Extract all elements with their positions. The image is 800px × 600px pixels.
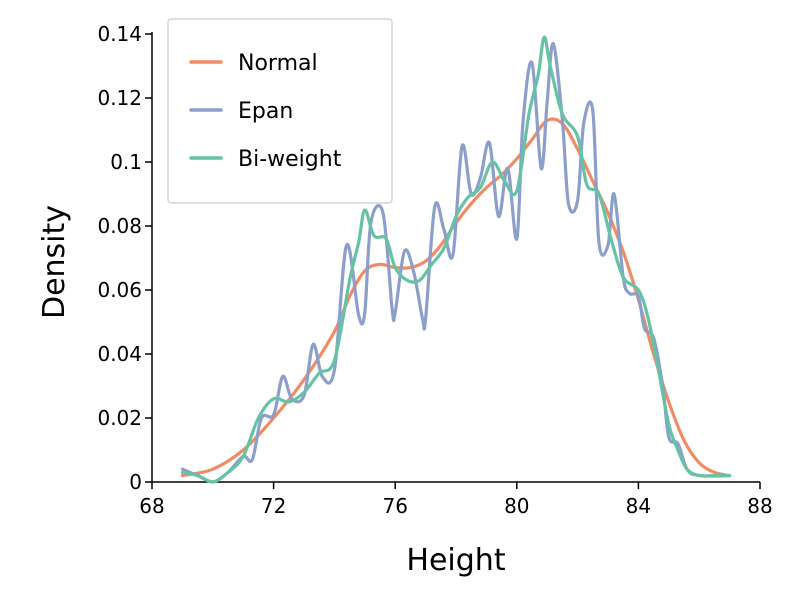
y-tick-label: 0 <box>129 470 142 494</box>
x-tick-label: 76 <box>382 494 407 518</box>
series-line-bi-weight <box>180 35 732 484</box>
y-tick-label: 0.02 <box>97 406 142 430</box>
y-tick-label: 0.06 <box>97 278 142 302</box>
y-tick-label: 0.08 <box>97 214 142 238</box>
y-axis-title: Density <box>37 205 72 319</box>
series-layer <box>180 35 732 484</box>
y-tick-label: 0.1 <box>110 150 142 174</box>
legend-label: Epan <box>238 99 293 124</box>
axes: 68 72 76 80 84 88 0 0.02 0.04 0.06 0.08 0.1 0.12 0.14 <box>97 22 772 518</box>
x-tick-label: 72 <box>261 494 286 518</box>
x-tick-label: 88 <box>747 494 772 518</box>
legend-label: Bi-weight <box>238 147 342 172</box>
legend-frame <box>167 18 393 204</box>
x-tick-label: 80 <box>504 494 529 518</box>
legend-label: Normal <box>238 51 318 76</box>
x-tick-label: 84 <box>626 494 651 518</box>
x-tick-label: 68 <box>139 494 164 518</box>
y-tick-label: 0.12 <box>97 86 142 110</box>
x-axis-title: Height <box>406 543 505 578</box>
y-tick-label: 0.14 <box>97 22 142 46</box>
y-tick-label: 0.04 <box>97 342 142 366</box>
legend: Normal Epan Bi-weight <box>167 18 393 204</box>
